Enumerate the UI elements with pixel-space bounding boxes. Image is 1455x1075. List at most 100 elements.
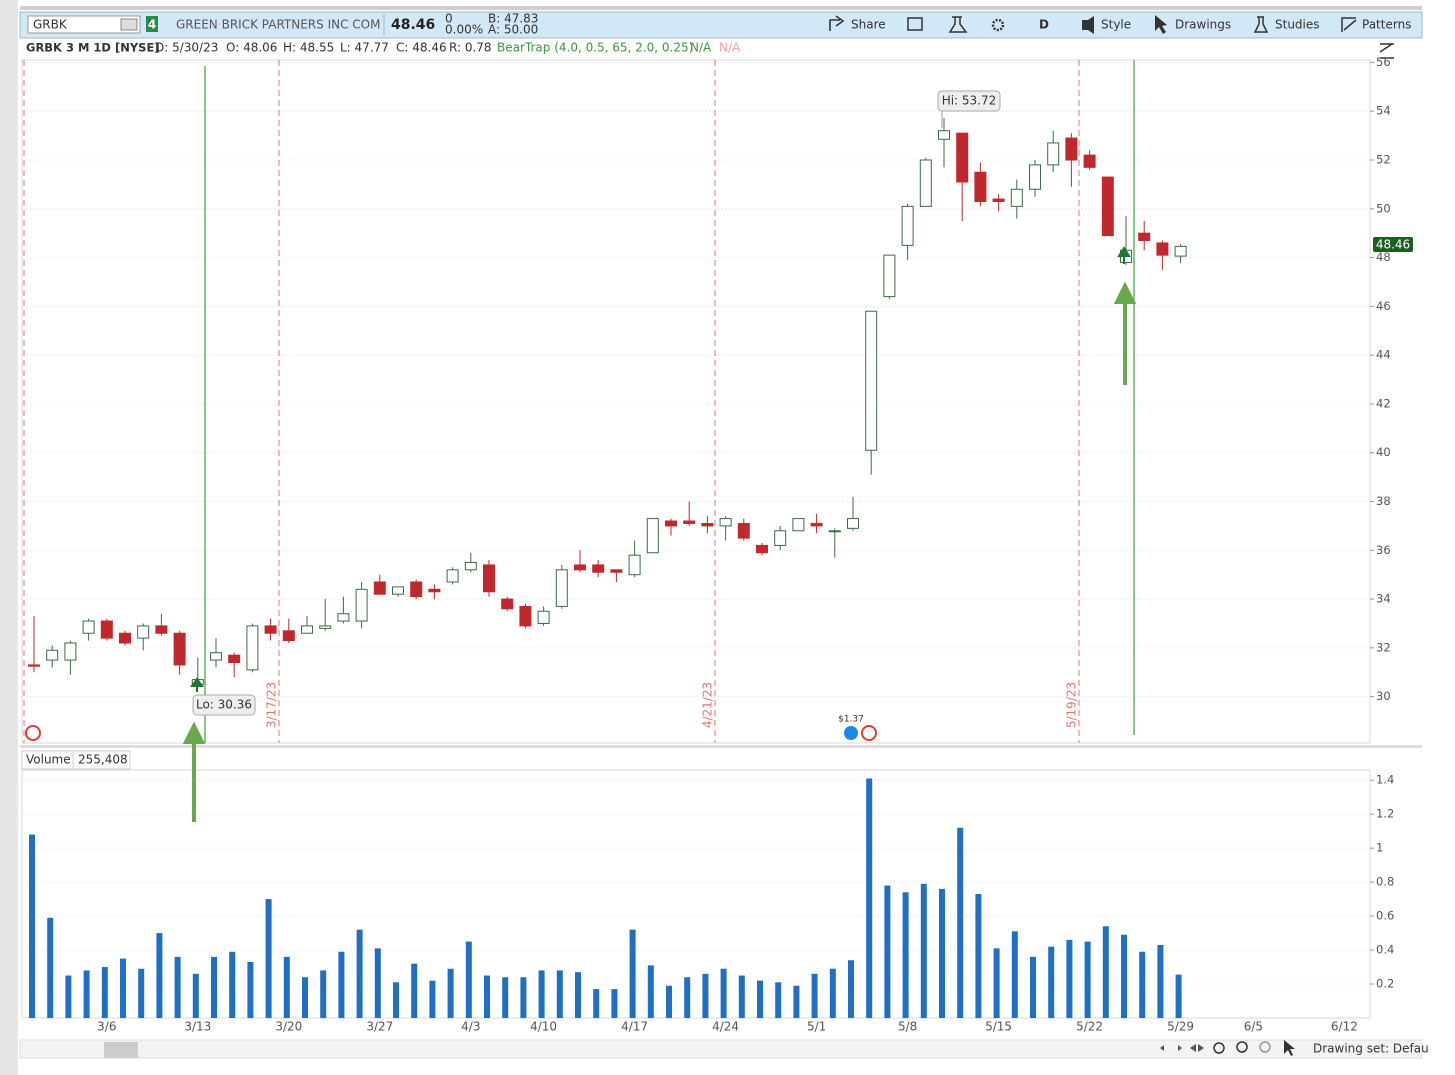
candle-body (82, 620, 95, 634)
patterns-icon[interactable] (1341, 17, 1357, 32)
crosshair-icon[interactable] (1213, 1042, 1225, 1054)
zoom-in-icon[interactable] (1236, 1041, 1248, 1053)
candle-body (938, 130, 950, 140)
toolbar: GRBK 4 GREEN BRICK PARTNERS INC COM 48.4… (19, 11, 1423, 39)
candle-body (737, 522, 750, 539)
volume-bar (1048, 946, 1055, 1018)
left-rail (0, 0, 18, 1075)
company: GREEN BRICK PARTNERS INC COM (176, 18, 380, 32)
style-icon[interactable] (1082, 16, 1094, 34)
price-panel (21, 59, 1371, 744)
volume-bar (393, 982, 399, 1018)
price-tag: 48.46 (1376, 238, 1410, 252)
candle-body (46, 649, 59, 661)
share-icon[interactable] (829, 15, 845, 31)
candle-body (828, 530, 841, 533)
button[interactable]: Studies (1275, 18, 1320, 32)
signal-arrow (190, 677, 204, 692)
candle-body (155, 625, 168, 634)
dividend-icon[interactable] (844, 726, 858, 740)
x-tick-label: 3/20 (275, 1020, 302, 1034)
button[interactable]: Share (851, 18, 886, 32)
x-tick-label: 6/5 (1244, 1020, 1263, 1034)
expand-icon[interactable] (1379, 43, 1394, 59)
badge: 4 (148, 18, 156, 32)
candle-body (282, 630, 295, 642)
icon[interactable] (907, 17, 923, 31)
scrollbar[interactable] (19, 1039, 1423, 1059)
candle-body (1138, 232, 1151, 242)
drawing-set[interactable]: Drawing set: Defau (1313, 1042, 1429, 1056)
volume-bar (629, 929, 636, 1018)
flask-icon[interactable] (948, 16, 968, 33)
x-tick-label: 4/10 (530, 1020, 557, 1034)
volume-bar (338, 951, 345, 1018)
y-tick-label: 1.4 (1376, 773, 1394, 787)
volume-bar (120, 958, 126, 1018)
plot-layer: 30 32 34 36 38 40 42 44 46 48 50 52 54 56 0.2 0.4 0.6 0.8… (22, 55, 1394, 1034)
candle-body (537, 610, 550, 624)
volume-header (21, 750, 131, 770)
button[interactable]: D (1039, 18, 1049, 32)
candle-body (1083, 154, 1096, 168)
studies-icon[interactable] (1253, 16, 1269, 33)
button[interactable]: Patterns (1362, 18, 1411, 32)
arrow (1113, 281, 1137, 385)
volume-bar (1157, 944, 1164, 1018)
candle-body (901, 205, 914, 246)
y-tick-label: 38 (1376, 494, 1391, 508)
candle-body (847, 518, 859, 529)
y-tick-label: 36 (1376, 543, 1391, 557)
volume-bar (666, 985, 672, 1018)
candle-body (756, 544, 768, 554)
cursor-icon[interactable] (1284, 1040, 1295, 1056)
price-tag-bg (1373, 237, 1413, 252)
x-tick-label: 4/3 (461, 1020, 480, 1034)
volume-bar (138, 968, 145, 1018)
y-tick-label: 32 (1376, 640, 1391, 654)
volume-bar (65, 975, 72, 1018)
volume-bar (265, 899, 272, 1018)
symbol[interactable]: GRBK (33, 18, 68, 32)
y-tick-label: 1 (1376, 841, 1383, 855)
zoom-out-icon[interactable] (1259, 1041, 1271, 1053)
candle-body (446, 569, 459, 583)
y-tick-label: 42 (1376, 396, 1391, 410)
y-tick-label: 0.4 (1376, 943, 1394, 957)
volume-bar (1084, 941, 1091, 1018)
volume-bar (1030, 956, 1036, 1018)
volume-bar (156, 933, 163, 1018)
symbol-box[interactable] (27, 15, 141, 34)
cursor-icon[interactable] (1155, 15, 1167, 34)
nav-icons[interactable] (1160, 1044, 1204, 1052)
volume-bar (1175, 974, 1182, 1018)
last-price: 48.46 (391, 17, 435, 33)
volume-bar (811, 973, 818, 1018)
event-lines: 3/17/23 4/21/23 5/19/23 (23, 60, 1137, 822)
info-bar: GRBK 3 M 1D [NYSE] D: 5/30/23 O: 48.06 H… (26, 41, 1394, 59)
volume-bar (848, 960, 854, 1018)
y-tick-label: 52 (1376, 153, 1391, 167)
info-low: L: 47.77 (340, 41, 389, 55)
button[interactable]: Drawings (1175, 18, 1231, 32)
earnings-icon[interactable] (25, 725, 41, 741)
info-high: H: 48.55 (283, 41, 334, 55)
y-tick-label: 46 (1376, 299, 1391, 313)
scroll-thumb[interactable] (104, 1042, 138, 1058)
dropdown[interactable] (120, 18, 138, 31)
info-open: O: 48.06 (226, 41, 277, 55)
volume-bar (101, 967, 108, 1018)
candle-body (392, 586, 404, 595)
volume-bar (829, 968, 836, 1018)
volume-bar (738, 975, 745, 1018)
button[interactable]: Style (1101, 18, 1131, 32)
earnings-icon[interactable] (861, 725, 877, 741)
y-tick-label: 0.6 (1376, 909, 1394, 923)
candle-body (865, 310, 878, 451)
gear-icon[interactable] (991, 18, 1005, 32)
candle-body (428, 588, 441, 593)
y-tick-label: 40 (1376, 445, 1391, 459)
candle-body (792, 518, 805, 532)
signal-arrow (1117, 246, 1131, 264)
